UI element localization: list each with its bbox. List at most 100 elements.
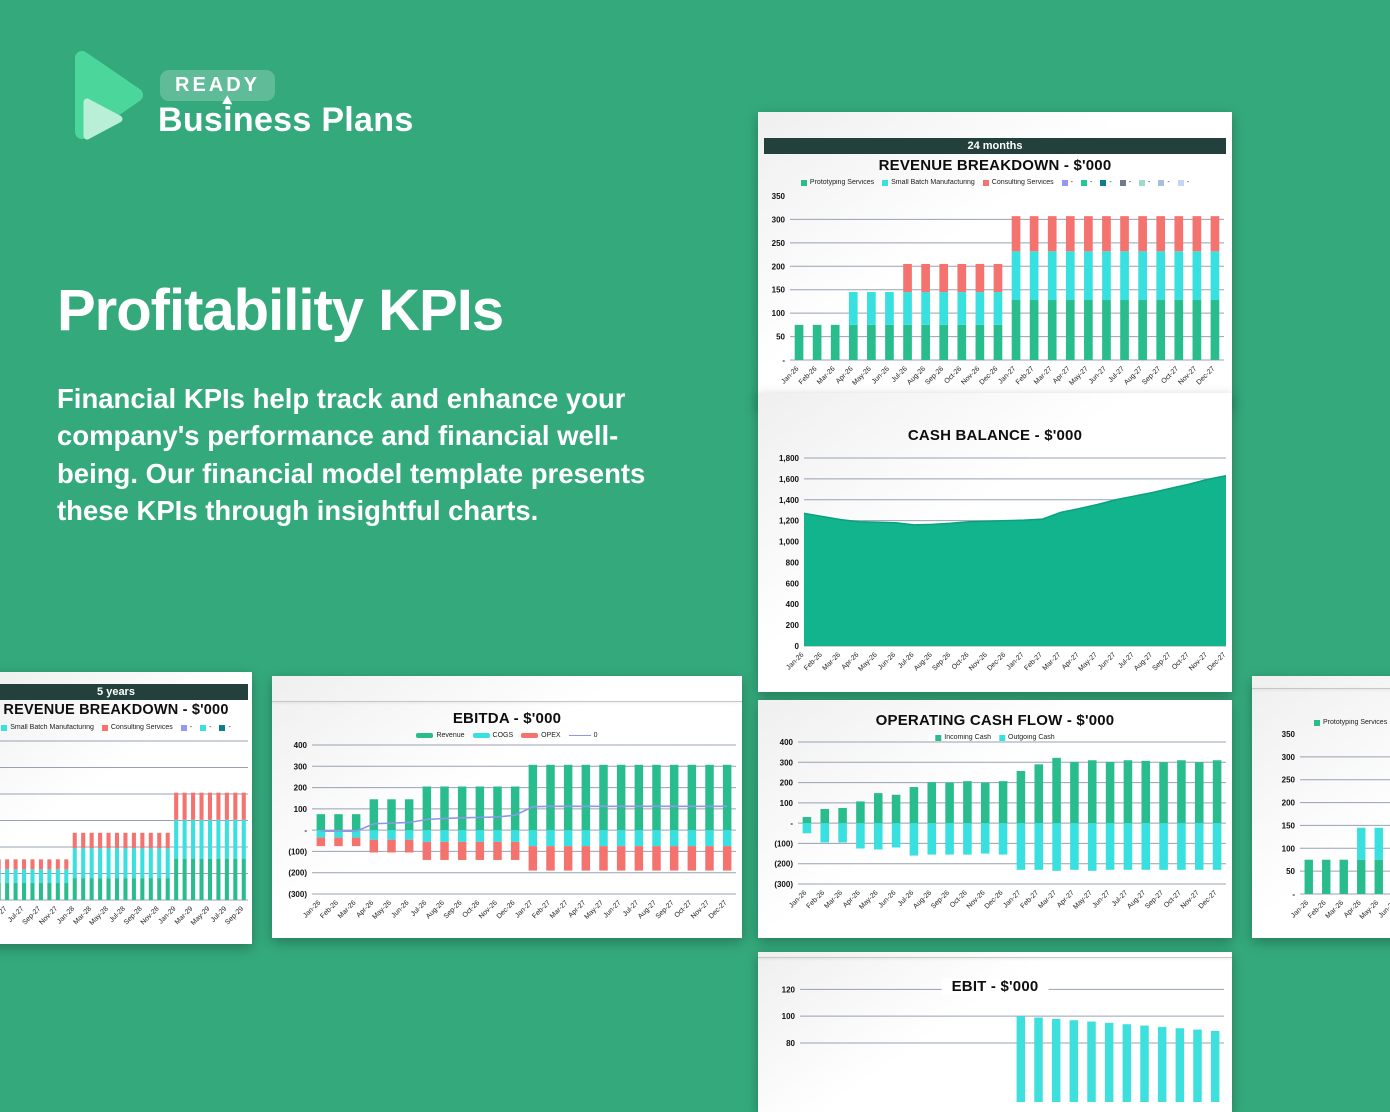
legend-swatch-icon — [1061, 179, 1068, 186]
page-title: Profitability KPIs — [57, 277, 504, 343]
svg-text:Mar-26: Mar-26 — [823, 889, 844, 910]
chart-title: EBITDA - $'000 — [452, 710, 562, 727]
svg-text:(300): (300) — [774, 880, 793, 889]
legend-swatch-icon — [999, 734, 1005, 741]
chart-title: OPERATING CASH FLOW - $'000 — [875, 712, 1115, 729]
svg-text:Feb-26: Feb-26 — [803, 651, 824, 672]
svg-text:Jun-27: Jun-27 — [1088, 365, 1108, 385]
legend-swatch-icon — [416, 733, 434, 738]
svg-text:100: 100 — [782, 1012, 796, 1021]
legend-item: Prototyping Services — [1314, 719, 1387, 726]
legend-swatch-icon — [1119, 179, 1126, 186]
brand-play-logo-icon — [74, 50, 146, 145]
legend-item: - — [200, 724, 211, 731]
svg-text:Mar-27: Mar-27 — [549, 899, 570, 920]
svg-text:Jan-27: Jan-27 — [997, 365, 1017, 385]
card-revenue-breakdown-5y: 5 years REVENUE BREAKDOWN - $'000 Small … — [0, 672, 252, 944]
legend-label: OPEX — [541, 732, 561, 739]
legend-swatch-icon — [568, 735, 591, 736]
legend-label: - — [1070, 179, 1073, 186]
svg-text:Nov-26: Nov-26 — [478, 899, 499, 920]
chart-title: CASH BALANCE - $'000 — [907, 427, 1083, 444]
card-divider — [1252, 688, 1390, 689]
svg-text:May-26: May-26 — [1359, 899, 1381, 921]
svg-text:1,400: 1,400 — [779, 496, 800, 505]
legend-label: - — [228, 724, 231, 731]
svg-text:Mar-26: Mar-26 — [821, 651, 842, 672]
svg-text:May-26: May-26 — [851, 365, 873, 387]
svg-text:-: - — [1292, 890, 1295, 899]
svg-text:Jun-26: Jun-26 — [390, 899, 410, 919]
svg-text:Jun-26: Jun-26 — [877, 651, 897, 671]
svg-text:Sep-29: Sep-29 — [224, 905, 245, 926]
svg-text:Feb-26: Feb-26 — [319, 899, 340, 920]
ready-badge: READY — [160, 70, 276, 101]
card-divider — [758, 957, 1232, 958]
legend-label: - — [209, 724, 212, 731]
svg-text:-: - — [790, 819, 793, 828]
page-description: Financial KPIs help track and enhance yo… — [57, 382, 646, 527]
svg-text:Dec-26: Dec-26 — [496, 899, 517, 920]
legend-item: OPEX — [521, 732, 561, 739]
chart-canvas: Mar-27May-27Jul-27Sep-27Nov-27Jan-28Mar-… — [0, 731, 252, 944]
svg-text:Nov-27: Nov-27 — [690, 899, 711, 920]
svg-text:May-27: May-27 — [1078, 651, 1100, 673]
chart-svg: 1,8001,6001,4001,2001,0008006004002000Ja… — [779, 454, 1228, 673]
legend-swatch-icon — [472, 733, 490, 738]
chart-canvas: 350 300 250 200 150 100 50 - Jan-26 Feb-26 Mar-26 A… — [758, 188, 1230, 404]
svg-text:250: 250 — [1282, 776, 1296, 785]
svg-text:120: 120 — [782, 985, 796, 994]
legend-item: - — [1158, 179, 1170, 186]
svg-text:400: 400 — [786, 600, 800, 609]
legend-label: - — [1167, 179, 1170, 186]
legend-label: Prototyping Services — [1323, 719, 1388, 726]
legend-swatch-icon — [101, 724, 108, 731]
svg-text:Aug-27: Aug-27 — [1126, 889, 1147, 910]
legend-label: - — [1186, 179, 1190, 186]
legend-item: - — [219, 724, 231, 731]
svg-text:Nov-26: Nov-26 — [966, 889, 987, 910]
svg-text:Mar-26: Mar-26 — [816, 365, 837, 386]
svg-text:250: 250 — [772, 239, 786, 248]
legend-item: - — [1061, 179, 1073, 186]
svg-text:Nov-27: Nov-27 — [1188, 651, 1209, 672]
card-ebit: EBIT - $'000 12010080Jan-26Feb-26Mar-26A… — [758, 952, 1232, 1112]
svg-text:Dec-27: Dec-27 — [708, 899, 729, 920]
svg-text:Sep-26: Sep-26 — [924, 365, 945, 386]
svg-text:(100): (100) — [288, 847, 307, 856]
svg-text:Mar-26: Mar-26 — [337, 899, 358, 920]
legend-swatch-icon — [521, 733, 539, 738]
svg-text:Feb-26: Feb-26 — [1307, 899, 1328, 920]
svg-text:-: - — [782, 356, 785, 365]
chart-canvas: 400 300 200 100- (100) (200) (300) Jan-26 Feb-26… — [272, 739, 742, 938]
svg-text:Jun-26: Jun-26 — [871, 365, 891, 385]
svg-text:350: 350 — [772, 192, 786, 201]
legend-label: COGS — [492, 732, 514, 739]
legend-swatch-icon — [800, 179, 807, 186]
legend-swatch-icon — [219, 724, 226, 731]
chart-svg: 35030025020015010050-Jan-26Feb-26Mar-26A… — [1282, 730, 1390, 921]
svg-text:Aug-27: Aug-27 — [1123, 365, 1144, 386]
legend-item: - — [180, 724, 192, 731]
legend-swatch-icon — [200, 724, 207, 731]
svg-text:1,600: 1,600 — [779, 475, 800, 484]
svg-text:May-27: May-27 — [1068, 365, 1090, 387]
legend-label: Incoming Cash — [944, 734, 991, 741]
svg-text:300: 300 — [780, 758, 794, 767]
legend-item: 0 — [568, 732, 598, 739]
svg-text:Nov-27: Nov-27 — [1177, 365, 1198, 386]
svg-text:Feb-27: Feb-27 — [531, 899, 552, 920]
svg-text:200: 200 — [772, 262, 786, 271]
legend-swatch-icon — [1314, 719, 1320, 726]
legend-label: Consulting Services — [110, 724, 173, 731]
svg-text:Sep-26: Sep-26 — [931, 651, 952, 672]
legend-item: Outgoing Cash — [999, 734, 1055, 741]
legend-label: 0 — [593, 732, 598, 739]
svg-text:Dec-27: Dec-27 — [1198, 889, 1219, 910]
svg-text:300: 300 — [294, 762, 308, 771]
chart-legend: Incoming Cash Outgoing Cash — [928, 734, 1062, 741]
svg-text:Nov-26: Nov-26 — [960, 365, 981, 386]
legend-label: - — [1148, 179, 1151, 186]
chart-svg: 35030025020015010050-Jan-26Feb-26Mar-26A… — [772, 192, 1224, 387]
svg-text:Jun-27: Jun-27 — [602, 899, 622, 919]
